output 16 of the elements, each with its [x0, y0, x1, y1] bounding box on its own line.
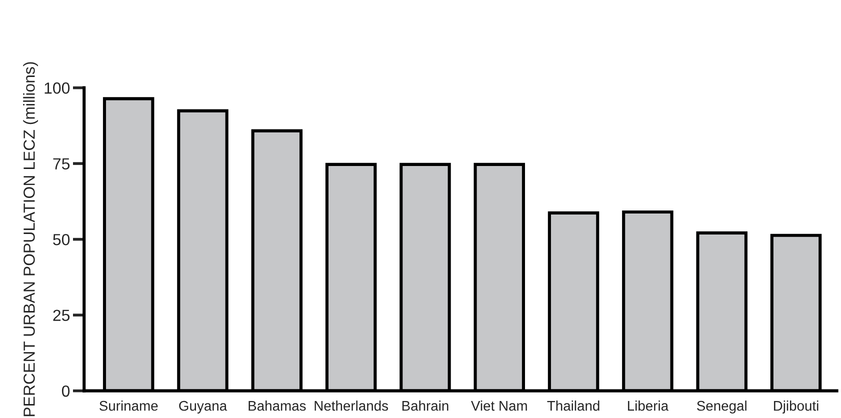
x-tick-label: Bahamas	[248, 400, 306, 411]
y-tick-label: 25	[53, 310, 70, 322]
x-tick-label: Bahrain	[402, 400, 448, 411]
y-tick-label: 50	[53, 234, 70, 246]
y-tick-label: 100	[44, 82, 70, 94]
x-tick-label: Suriname	[100, 400, 158, 411]
x-tick-label: Thailand	[547, 400, 600, 411]
x-tick-label: Senegal	[697, 400, 746, 414]
x-tick-label: Viet Nam	[471, 400, 527, 411]
x-tick-label: Djibouti	[774, 400, 818, 414]
y-axis-title: PERCENT URBAN POPULATION LECZ (millions)	[23, 62, 38, 416]
y-tick-label: 75	[53, 158, 70, 170]
x-tick-label: Guyana	[179, 400, 228, 414]
x-tick-label: Netherlands	[314, 400, 388, 411]
x-tick-label: Liberia	[628, 400, 669, 411]
y-tick-label: 0	[62, 385, 70, 397]
